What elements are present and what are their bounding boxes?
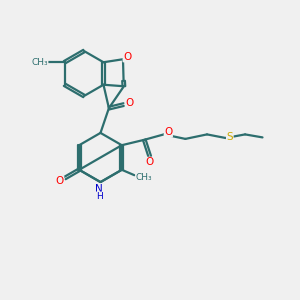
Text: N: N bbox=[95, 184, 103, 194]
Text: CH₃: CH₃ bbox=[31, 58, 48, 67]
Text: H: H bbox=[96, 192, 102, 201]
Text: O: O bbox=[146, 157, 154, 167]
Text: S: S bbox=[226, 132, 233, 142]
Text: O: O bbox=[123, 52, 131, 62]
Text: CH₃: CH₃ bbox=[136, 173, 152, 182]
Text: O: O bbox=[56, 176, 64, 186]
Text: O: O bbox=[125, 98, 134, 108]
Text: O: O bbox=[164, 127, 172, 137]
